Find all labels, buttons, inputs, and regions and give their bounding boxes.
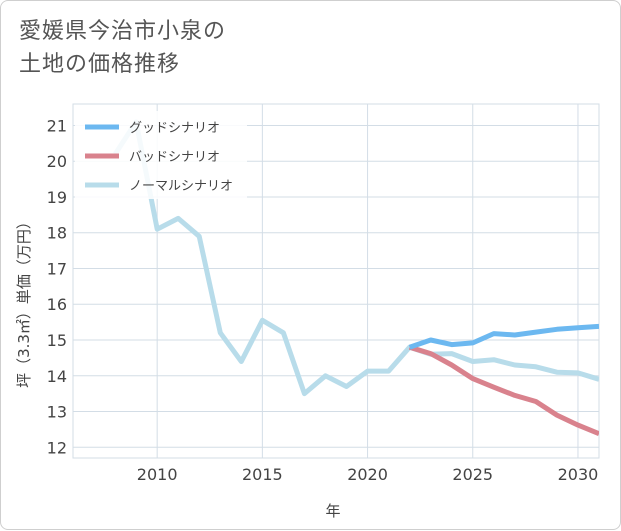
x-tick-label: 2015 — [242, 465, 283, 484]
x-tick-label: 2030 — [558, 465, 599, 484]
plot-frame — [72, 103, 600, 459]
legend-label-bad: バッドシナリオ — [129, 150, 220, 165]
series-line-normal — [113, 119, 599, 397]
series-lines — [113, 119, 599, 437]
x-tick-label: 2025 — [452, 465, 493, 484]
y-tick-label: 18 — [47, 224, 67, 243]
legend-label-normal: ノーマルシナリオ — [129, 179, 233, 194]
y-tick-label: 15 — [47, 331, 67, 350]
y-tick-label: 14 — [47, 367, 67, 386]
x-tick-label: 2020 — [347, 465, 388, 484]
y-tick-label: 16 — [47, 295, 67, 314]
legend-label-good: グッドシナリオ — [129, 121, 220, 136]
series-line-bad — [408, 344, 599, 437]
grid — [72, 103, 600, 459]
y-tick-label: 20 — [47, 152, 67, 171]
x-axis-label: 年 — [325, 502, 340, 520]
x-tick-label: 2010 — [137, 465, 178, 484]
chart-title: 愛媛県今治市小泉の 土地の価格推移 — [19, 15, 419, 81]
y-tick-label: 21 — [47, 116, 67, 135]
tick-labels: 12 13 14 15 16 17 18 19 20 21 2010 2015 2020 2025 2030 — [47, 116, 599, 484]
series-line-good — [408, 323, 599, 350]
y-tick-label: 17 — [47, 259, 67, 278]
y-tick-label: 19 — [47, 188, 67, 207]
y-tick-label: 12 — [47, 438, 67, 457]
y-tick-label: 13 — [47, 403, 67, 422]
title-line-1: 愛媛県今治市小泉の — [19, 19, 227, 44]
title-line-2: 土地の価格推移 — [19, 52, 181, 77]
y-axis-label: 坪（3.3㎡）単価（万円） — [15, 214, 33, 388]
